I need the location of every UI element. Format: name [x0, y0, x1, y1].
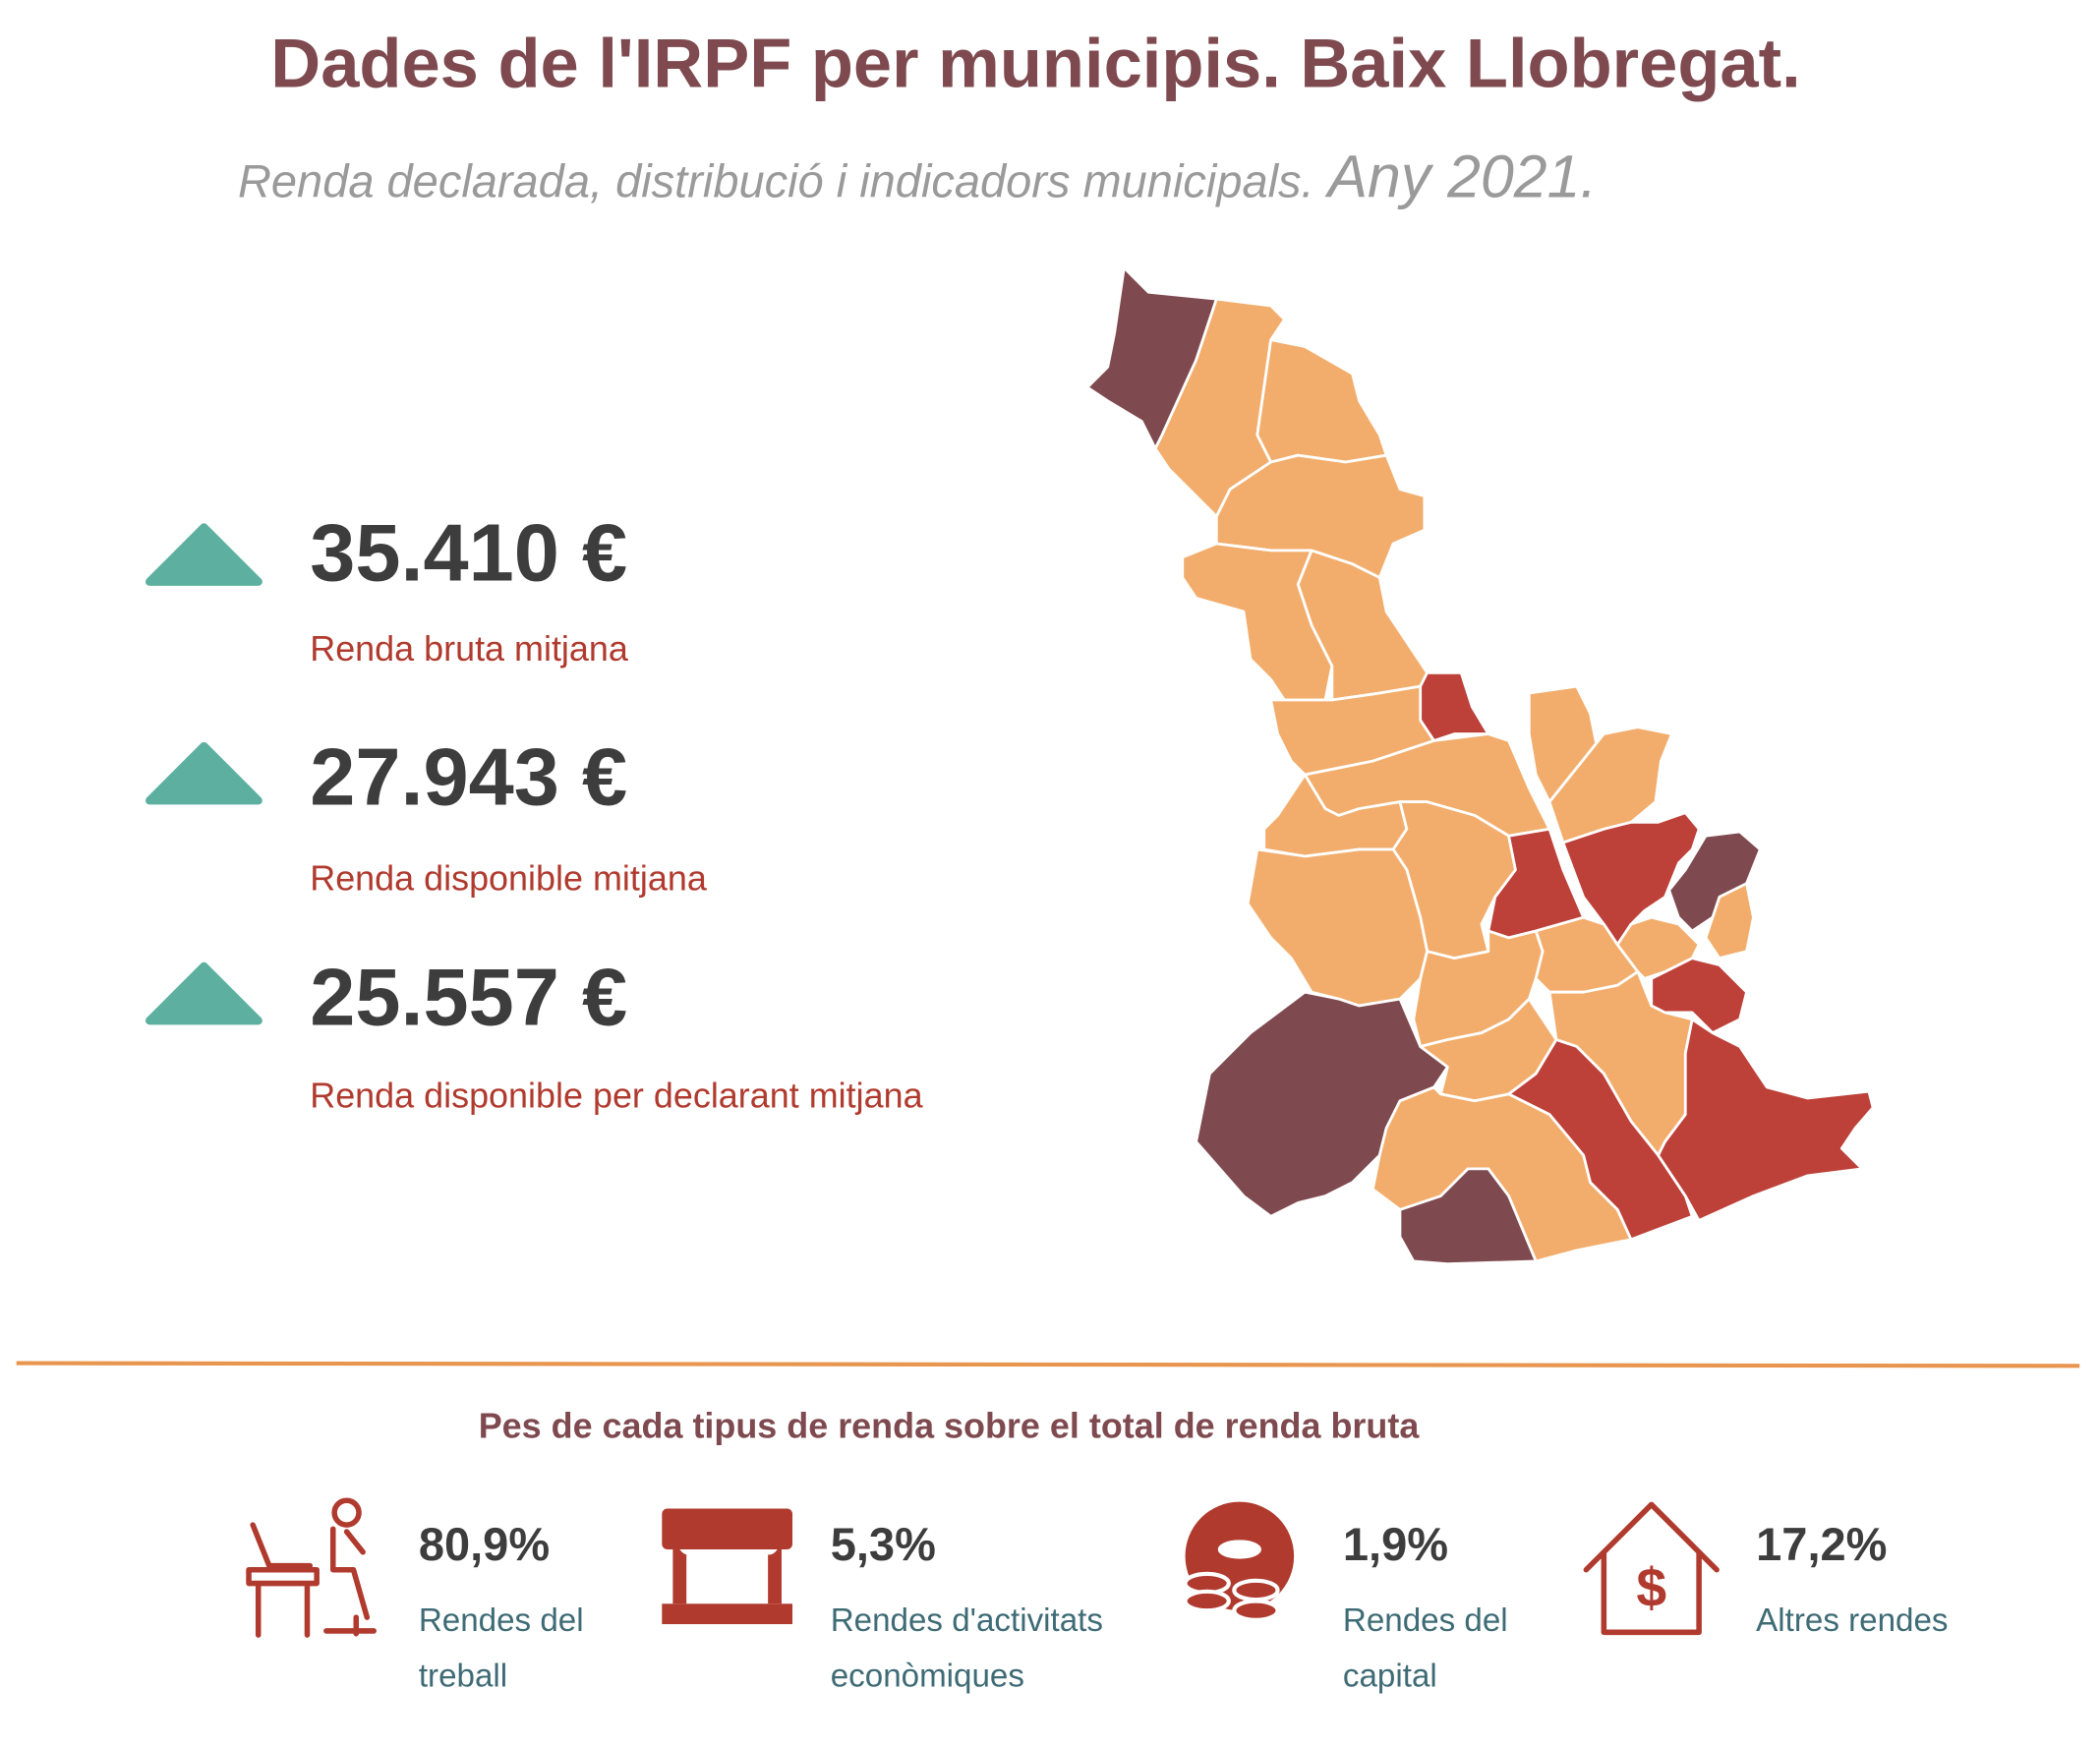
subtitle-text: Renda declarada, distribució i indicador… [238, 154, 1314, 206]
indicator-value: 25.557 € [310, 951, 627, 1042]
up-triangle [145, 523, 262, 586]
icon-work [246, 1497, 377, 1638]
up-triangle [145, 961, 262, 1025]
map [1085, 265, 1875, 1266]
municipality [1704, 882, 1755, 961]
up-triangle [145, 741, 262, 805]
share-label: Altres rendes [1756, 1602, 1948, 1639]
divider [16, 1361, 2080, 1368]
indicator-label: Renda disponible per declarant mitjana [310, 1076, 922, 1116]
share-label: econòmiques [831, 1659, 1024, 1695]
municipality [1657, 1018, 1875, 1222]
subtitle: Renda declarada, distribució i indicador… [238, 143, 1597, 209]
municipality [1398, 1167, 1538, 1266]
municipality [1615, 915, 1701, 980]
icon-shop [662, 1508, 793, 1625]
share-label: Rendes d'activitats [831, 1602, 1103, 1639]
share-label: capital [1343, 1659, 1437, 1695]
indicator-value: 35.410 € [310, 506, 627, 598]
icon-capital [1183, 1501, 1295, 1622]
section-title: Pes de cada tipus de renda sobre el tota… [479, 1406, 1421, 1446]
share-value: 5,3% [831, 1518, 936, 1570]
dollar-sign: $ [1636, 1557, 1666, 1618]
indicator-label: Renda disponible mitjana [310, 858, 707, 899]
title: Dades de l'IRPF per municipis. Baix Llob… [270, 24, 1800, 101]
municipality [1255, 338, 1388, 464]
share-label: Rendes del [1343, 1602, 1508, 1639]
indicator-label: Renda bruta mitjana [310, 628, 628, 669]
share-label: treball [419, 1659, 507, 1695]
icon-house: $ [1583, 1501, 1720, 1636]
indicator-value: 27.943 € [310, 730, 627, 822]
year: Any 2021. [1324, 143, 1597, 209]
municipality [1246, 847, 1429, 1008]
share-label: Rendes del [419, 1602, 584, 1639]
share-value: 80,9% [419, 1518, 550, 1570]
share-value: 17,2% [1756, 1518, 1887, 1570]
municipality [1085, 265, 1218, 450]
share-value: 1,9% [1343, 1518, 1448, 1570]
